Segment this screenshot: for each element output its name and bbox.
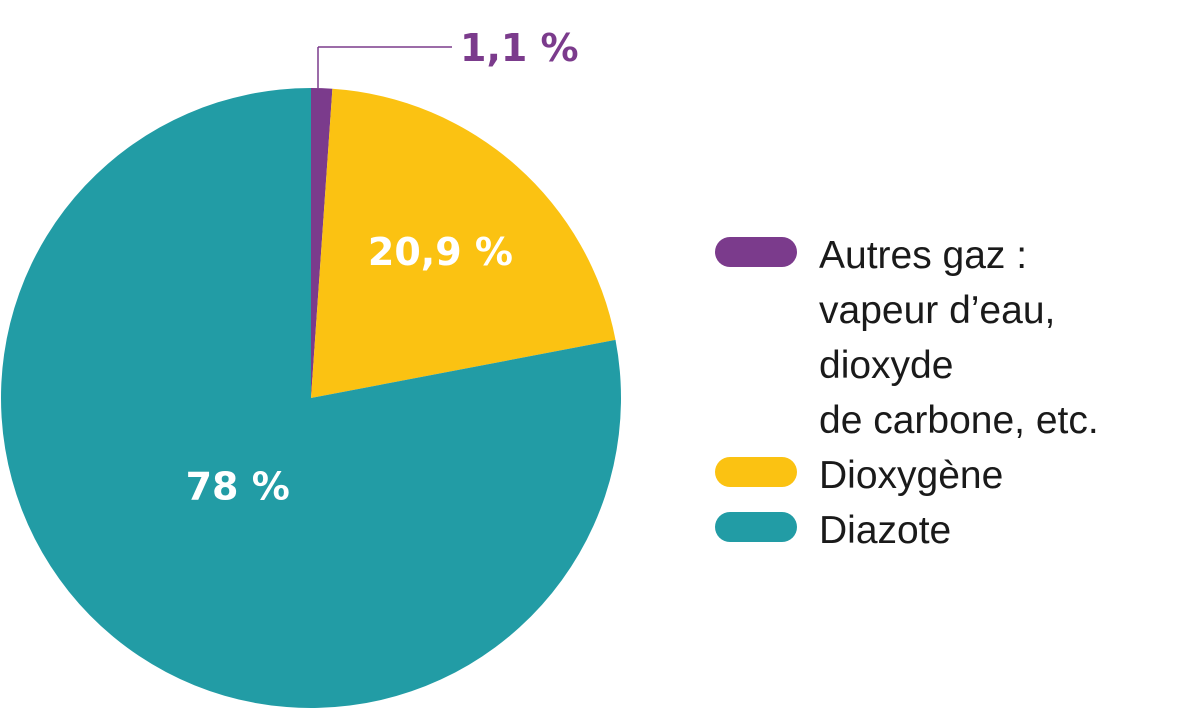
pie-slices [0,88,622,708]
legend-label-dioxygene: Dioxygène [819,454,1004,497]
legend-label-diazote: Diazote [819,509,952,552]
legend: Autres gaz : vapeur d’eau, dioxyde de ca… [715,228,1195,558]
legend-item-diazote: Diazote [715,503,1195,558]
legend-swatch-autres-gaz [715,237,797,267]
pie-slice-dioxygene [311,88,616,399]
legend-item-dioxygene: Dioxygène [715,448,1195,503]
legend-swatch-dioxygene [715,457,797,487]
slice-label-diazote: 78 % [186,465,290,509]
pie-slice-autres-gaz [311,88,333,398]
slice-label-autres-gaz: 1,1 % [460,26,579,70]
legend-swatch-diazote [715,512,797,542]
legend-label-autres-gaz: Autres gaz : vapeur d’eau, dioxyde de ca… [819,234,1099,442]
pie-slice-diazote [0,88,622,708]
slice-label-dioxygene: 20,9 % [368,230,513,274]
legend-item-autres-gaz: Autres gaz : vapeur d’eau, dioxyde de ca… [715,228,1195,448]
